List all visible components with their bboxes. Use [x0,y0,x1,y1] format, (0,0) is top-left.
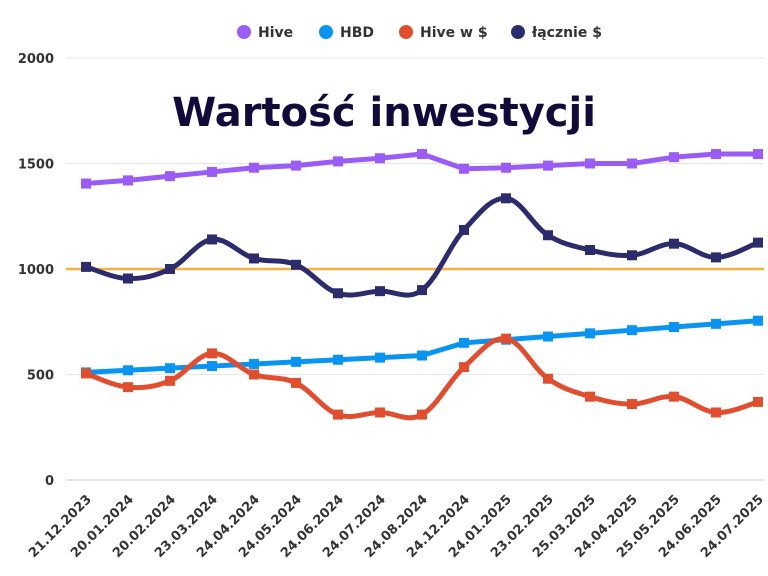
data-point [165,171,175,182]
data-point [375,352,385,363]
data-point [711,149,721,160]
series-line [83,318,761,375]
data-point [543,331,553,342]
data-point [165,375,175,386]
data-point [459,224,469,235]
legend-item: łącznie $ [511,25,602,41]
data-point [207,166,217,177]
data-point [249,162,259,173]
legend-marker [237,25,251,39]
data-point [249,358,259,369]
data-point [81,261,91,272]
x-axis-ticks: 21.12.202320.01.202420.02.202423.03.2024… [26,492,767,561]
data-point [375,153,385,164]
data-point [585,391,595,402]
data-point [291,259,301,270]
data-point [585,328,595,339]
data-point [669,391,679,402]
data-point [291,377,301,388]
data-point [165,264,175,274]
data-point [375,407,385,418]
y-tick-label: 1000 [18,263,54,278]
legend-label: łącznie $ [531,25,602,41]
data-point [123,382,133,393]
y-tick-label: 1500 [18,158,54,173]
data-point [627,325,637,336]
y-tick-label: 2000 [18,52,54,67]
data-point [417,285,427,296]
data-point [249,369,259,380]
data-point [585,245,595,256]
data-point [81,368,91,379]
data-point [459,362,469,373]
data-point [753,315,763,326]
data-point [417,350,427,361]
data-point [501,162,511,173]
data-point [333,288,343,299]
data-point [669,238,679,249]
data-point [123,273,133,284]
data-point [669,152,679,163]
legend-item: Hive w $ [399,25,488,41]
series-line [83,195,761,298]
data-point [123,175,133,186]
data-point [627,250,637,261]
y-tick-label: 500 [27,369,54,384]
y-tick-label: 0 [45,474,54,489]
data-point [459,163,469,174]
data-point [207,361,217,372]
legend-item: Hive [237,25,293,41]
series-2 [81,333,763,421]
data-point [417,409,427,420]
data-point [711,252,721,263]
data-point [543,373,553,384]
data-point [291,160,301,171]
data-point [417,149,427,160]
legend-label: Hive [258,25,293,41]
data-point [501,193,511,204]
series-line [83,336,761,421]
legend-marker [319,25,333,39]
data-point [375,286,385,297]
data-point [543,230,553,241]
series-1 [81,315,763,378]
data-point [249,253,259,264]
data-point [123,365,133,376]
data-point [333,156,343,167]
data-point [165,363,175,374]
legend-marker [511,25,525,39]
data-point [627,399,637,410]
data-point [669,322,679,333]
series-group [81,149,763,421]
data-point [501,333,511,344]
data-point [753,396,763,407]
legend-label: Hive w $ [420,25,488,41]
chart-title: Wartość inwestycji [172,90,596,136]
series-3 [81,193,763,299]
legend: Hive HBD Hive w $ łącznie $ [237,25,602,41]
y-axis-ticks: 0 500 1000 1500 2000 [18,52,54,489]
data-point [333,409,343,420]
series-0 [81,149,763,189]
data-point [81,178,91,189]
data-point [753,237,763,248]
data-point [753,149,763,160]
data-point [333,354,343,365]
data-point [543,160,553,171]
data-point [711,407,721,418]
legend-item: HBD [319,25,374,41]
legend-label: HBD [340,25,374,41]
data-point [207,348,217,359]
data-point [291,356,301,367]
data-point [459,337,469,348]
data-point [711,318,721,329]
data-point [207,234,217,245]
data-point [585,158,595,169]
data-point [627,158,637,169]
legend-marker [399,25,413,39]
